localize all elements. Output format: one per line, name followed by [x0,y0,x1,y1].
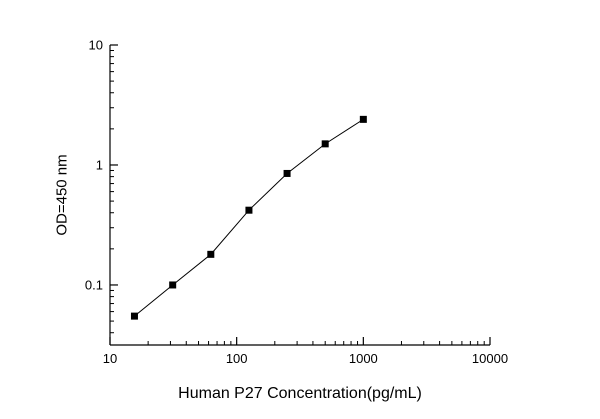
y-tick-label: 1 [96,157,103,172]
data-point-marker [245,206,253,214]
data-point-marker [283,169,291,177]
y-tick-label: 0.1 [85,277,103,292]
data-point-marker [321,140,329,148]
data-point-marker [207,250,215,258]
data-series [130,115,367,320]
x-tick-label: 1000 [349,351,378,366]
x-tick-label: 10 [103,351,117,366]
x-axis-title: Human P27 Concentration(pg/mL) [178,385,422,402]
data-point-marker [169,281,177,289]
data-point-marker [130,312,138,320]
x-tick-label: 10000 [472,351,508,366]
series-line [134,118,364,317]
data-point-marker [359,115,367,123]
x-axis: 10 100 1000 10000 [103,337,508,366]
y-axis-title: OD=450 nm [53,154,71,236]
x-tick-label: 100 [226,351,248,366]
y-tick-label: 10 [89,38,103,53]
y-axis: 0.1 1 10 [85,38,118,345]
